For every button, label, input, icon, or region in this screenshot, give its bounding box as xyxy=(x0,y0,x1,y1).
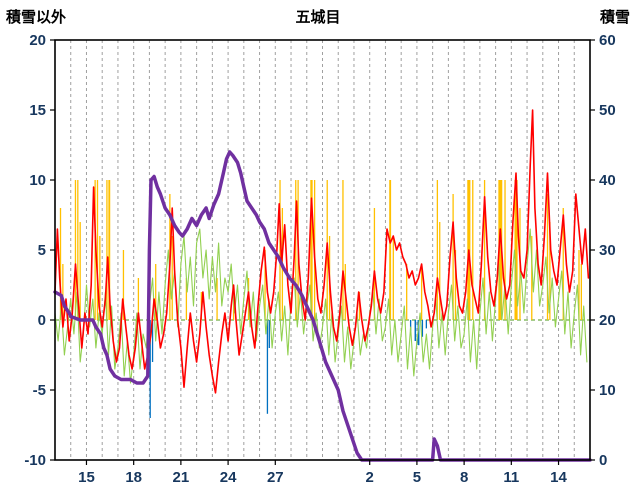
svg-text:18: 18 xyxy=(125,469,142,486)
right-axis-labels: 60 50 40 30 20 10 0 xyxy=(590,32,616,469)
svg-text:10: 10 xyxy=(29,172,46,189)
svg-text:14: 14 xyxy=(550,469,567,486)
svg-text:-10: -10 xyxy=(24,452,46,469)
svg-text:11: 11 xyxy=(503,469,519,486)
svg-text:5: 5 xyxy=(413,469,421,486)
svg-text:0: 0 xyxy=(38,312,46,329)
precip-bars xyxy=(147,320,428,418)
svg-text:27: 27 xyxy=(267,469,284,486)
svg-text:10: 10 xyxy=(599,382,616,399)
svg-text:30: 30 xyxy=(599,242,616,259)
svg-text:21: 21 xyxy=(173,469,190,486)
svg-text:2: 2 xyxy=(366,469,374,486)
svg-text:15: 15 xyxy=(78,469,95,486)
right-axis-title: 積雪 xyxy=(599,9,630,26)
svg-text:-5: -5 xyxy=(33,382,46,399)
svg-text:60: 60 xyxy=(599,32,616,49)
svg-text:40: 40 xyxy=(599,172,616,189)
svg-text:20: 20 xyxy=(29,32,46,49)
temperature-line xyxy=(54,109,590,394)
svg-text:5: 5 xyxy=(38,242,46,259)
chart-title: 五城目 xyxy=(295,9,341,26)
svg-text:15: 15 xyxy=(29,102,46,119)
x-axis-labels: 15 18 21 24 27 2 5 8 11 14 xyxy=(78,460,568,486)
left-axis-title: 積雪以外 xyxy=(6,9,67,26)
snow-depth-line xyxy=(53,150,592,462)
svg-text:20: 20 xyxy=(599,312,616,329)
left-axis-labels: 20 15 10 5 0 -5 -10 xyxy=(24,32,55,469)
svg-text:8: 8 xyxy=(460,469,468,486)
svg-text:0: 0 xyxy=(599,452,607,469)
svg-text:24: 24 xyxy=(220,469,237,486)
svg-text:50: 50 xyxy=(599,102,616,119)
